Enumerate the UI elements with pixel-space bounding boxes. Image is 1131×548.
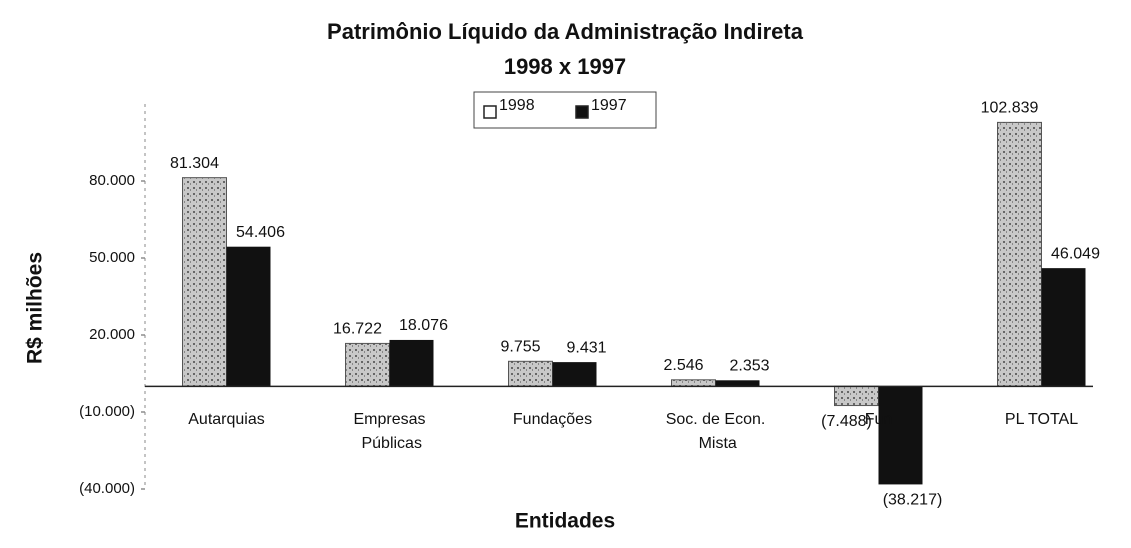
x-axis-title: Entidades [515,510,615,533]
value-label: 54.406 [236,224,285,241]
bar [345,342,390,387]
y-tick-label: (40.000) [79,480,135,497]
y-axis-title: R$ milhões [24,252,47,364]
bar [671,379,716,387]
y-tick-label: (10.000) [79,403,135,420]
bar [1041,268,1086,387]
value-label: 2.353 [729,358,769,375]
x-tick-label: Fundações [513,411,592,428]
legend-swatch [575,105,589,119]
x-tick-label: Fun [865,411,893,428]
bar [226,246,271,387]
bar [878,386,923,485]
x-tick-label: Autarquias [188,411,265,428]
value-label: 9.755 [500,339,540,356]
x-tick-label: Soc. de Econ. Mista [666,411,766,452]
legend-box [473,91,657,129]
y-tick-label: 50.000 [89,249,135,266]
value-label: 2.546 [663,357,703,374]
legend-label: 1998 [499,97,535,114]
x-tick-label: PL TOTAL [1005,411,1078,428]
chart-subtitle: 1998 x 1997 [504,54,626,79]
bar [508,360,553,387]
bar [182,177,227,387]
bar [715,380,760,387]
y-tick-label: 80.000 [89,172,135,189]
value-label: 9.431 [566,339,606,356]
y-tick-label: 20.000 [89,326,135,343]
value-label: (38.217) [883,492,943,509]
x-tick-label: Empresas Públicas [353,411,425,452]
bar [389,339,434,387]
value-label: 16.722 [333,321,382,338]
value-label: 81.304 [170,155,219,172]
legend-label: 1997 [591,97,627,114]
bar [552,362,597,387]
value-label: 46.049 [1051,245,1100,262]
chart-title: Patrimônio Líquido da Administração Indi… [327,19,804,44]
bar [997,121,1042,387]
bar [834,385,879,407]
value-label: 102.839 [981,100,1039,117]
value-label: 18.076 [399,317,448,334]
value-label: (7.488) [821,413,872,430]
legend-swatch [483,105,497,119]
